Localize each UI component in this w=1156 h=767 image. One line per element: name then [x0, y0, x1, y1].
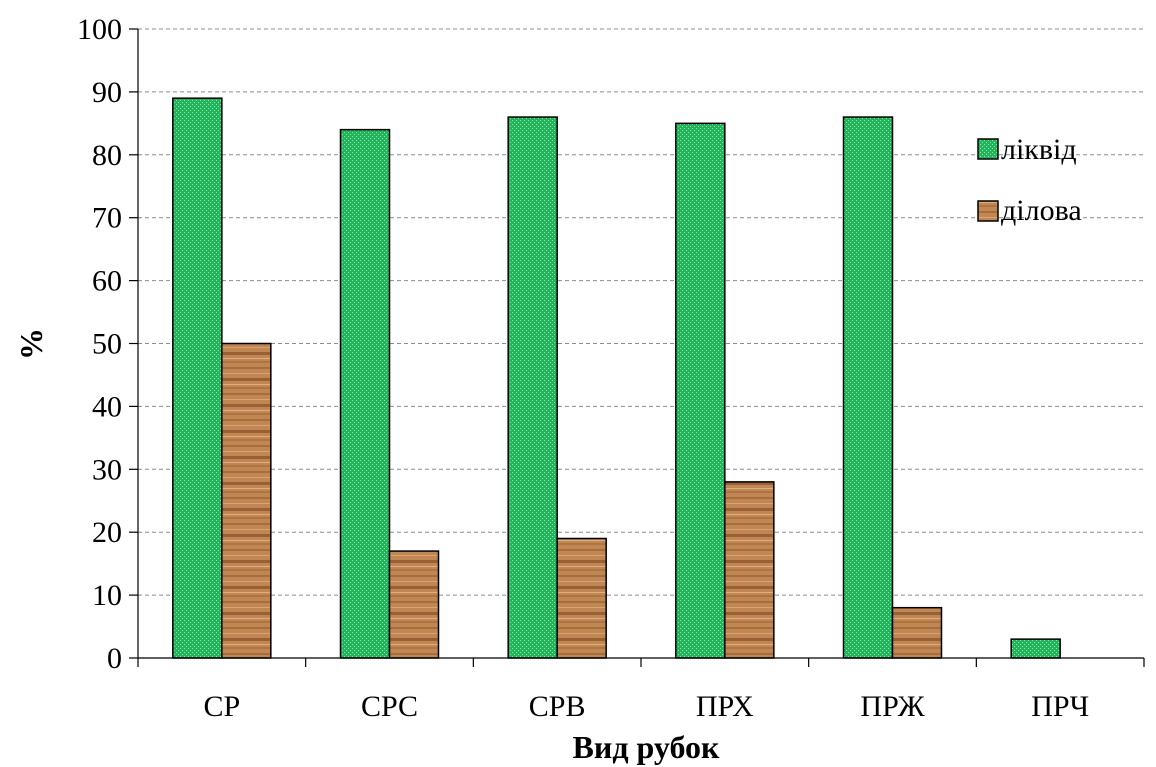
- bar-likvid: [339, 128, 391, 659]
- bar-dilova: [556, 537, 607, 659]
- legend-swatch-dilova: [977, 200, 999, 222]
- y-tick-label: 80: [92, 139, 122, 172]
- y-axis-tick-labels: 0 10 20 30 40 50 60 70 80 90 100: [77, 13, 122, 675]
- y-tick-label: 70: [92, 202, 122, 235]
- gridlines: [138, 28, 1144, 596]
- bars: [172, 97, 1061, 659]
- x-tick-label: ПРЖ: [860, 690, 924, 723]
- y-tick-label: 90: [92, 76, 122, 109]
- bar-likvid: [172, 97, 223, 659]
- y-tick-label: 40: [92, 390, 122, 423]
- x-tick-label: ПРЧ: [1031, 690, 1089, 723]
- x-tick-label: СР: [203, 690, 240, 723]
- x-tick-label: СРВ: [529, 690, 586, 723]
- y-tick-label: 50: [92, 328, 122, 361]
- bar-likvid: [842, 116, 894, 659]
- bar-dilova: [221, 342, 272, 659]
- x-axis-title: Вид рубок: [573, 729, 721, 765]
- x-axis-tick-labels: СР СРС СРВ ПРХ ПРЖ ПРЧ: [203, 690, 1089, 723]
- y-tick-label: 20: [92, 516, 122, 549]
- y-tick-label: 100: [77, 13, 122, 46]
- bar-likvid: [1010, 638, 1061, 659]
- y-tick-label: 10: [92, 579, 122, 612]
- y-tick-label: 0: [107, 642, 122, 675]
- y-tick-label: 60: [92, 265, 122, 298]
- bar-likvid: [675, 122, 726, 659]
- x-tick-label: СРС: [361, 690, 418, 723]
- bar-dilova: [724, 481, 775, 659]
- bar-dilova: [388, 550, 440, 659]
- y-axis-title: %: [13, 328, 49, 360]
- legend-label-likvid: ліквід: [1001, 133, 1077, 166]
- bar-dilova: [891, 606, 943, 659]
- bar-likvid: [507, 116, 558, 659]
- legend-swatch-likvid: [977, 138, 999, 160]
- legend: ліквід ділова: [977, 133, 1082, 227]
- legend-label-dilova: ділова: [1001, 194, 1082, 227]
- y-tick-label: 30: [92, 453, 122, 486]
- x-tick-label: ПРХ: [696, 690, 754, 723]
- axes: [129, 28, 1145, 667]
